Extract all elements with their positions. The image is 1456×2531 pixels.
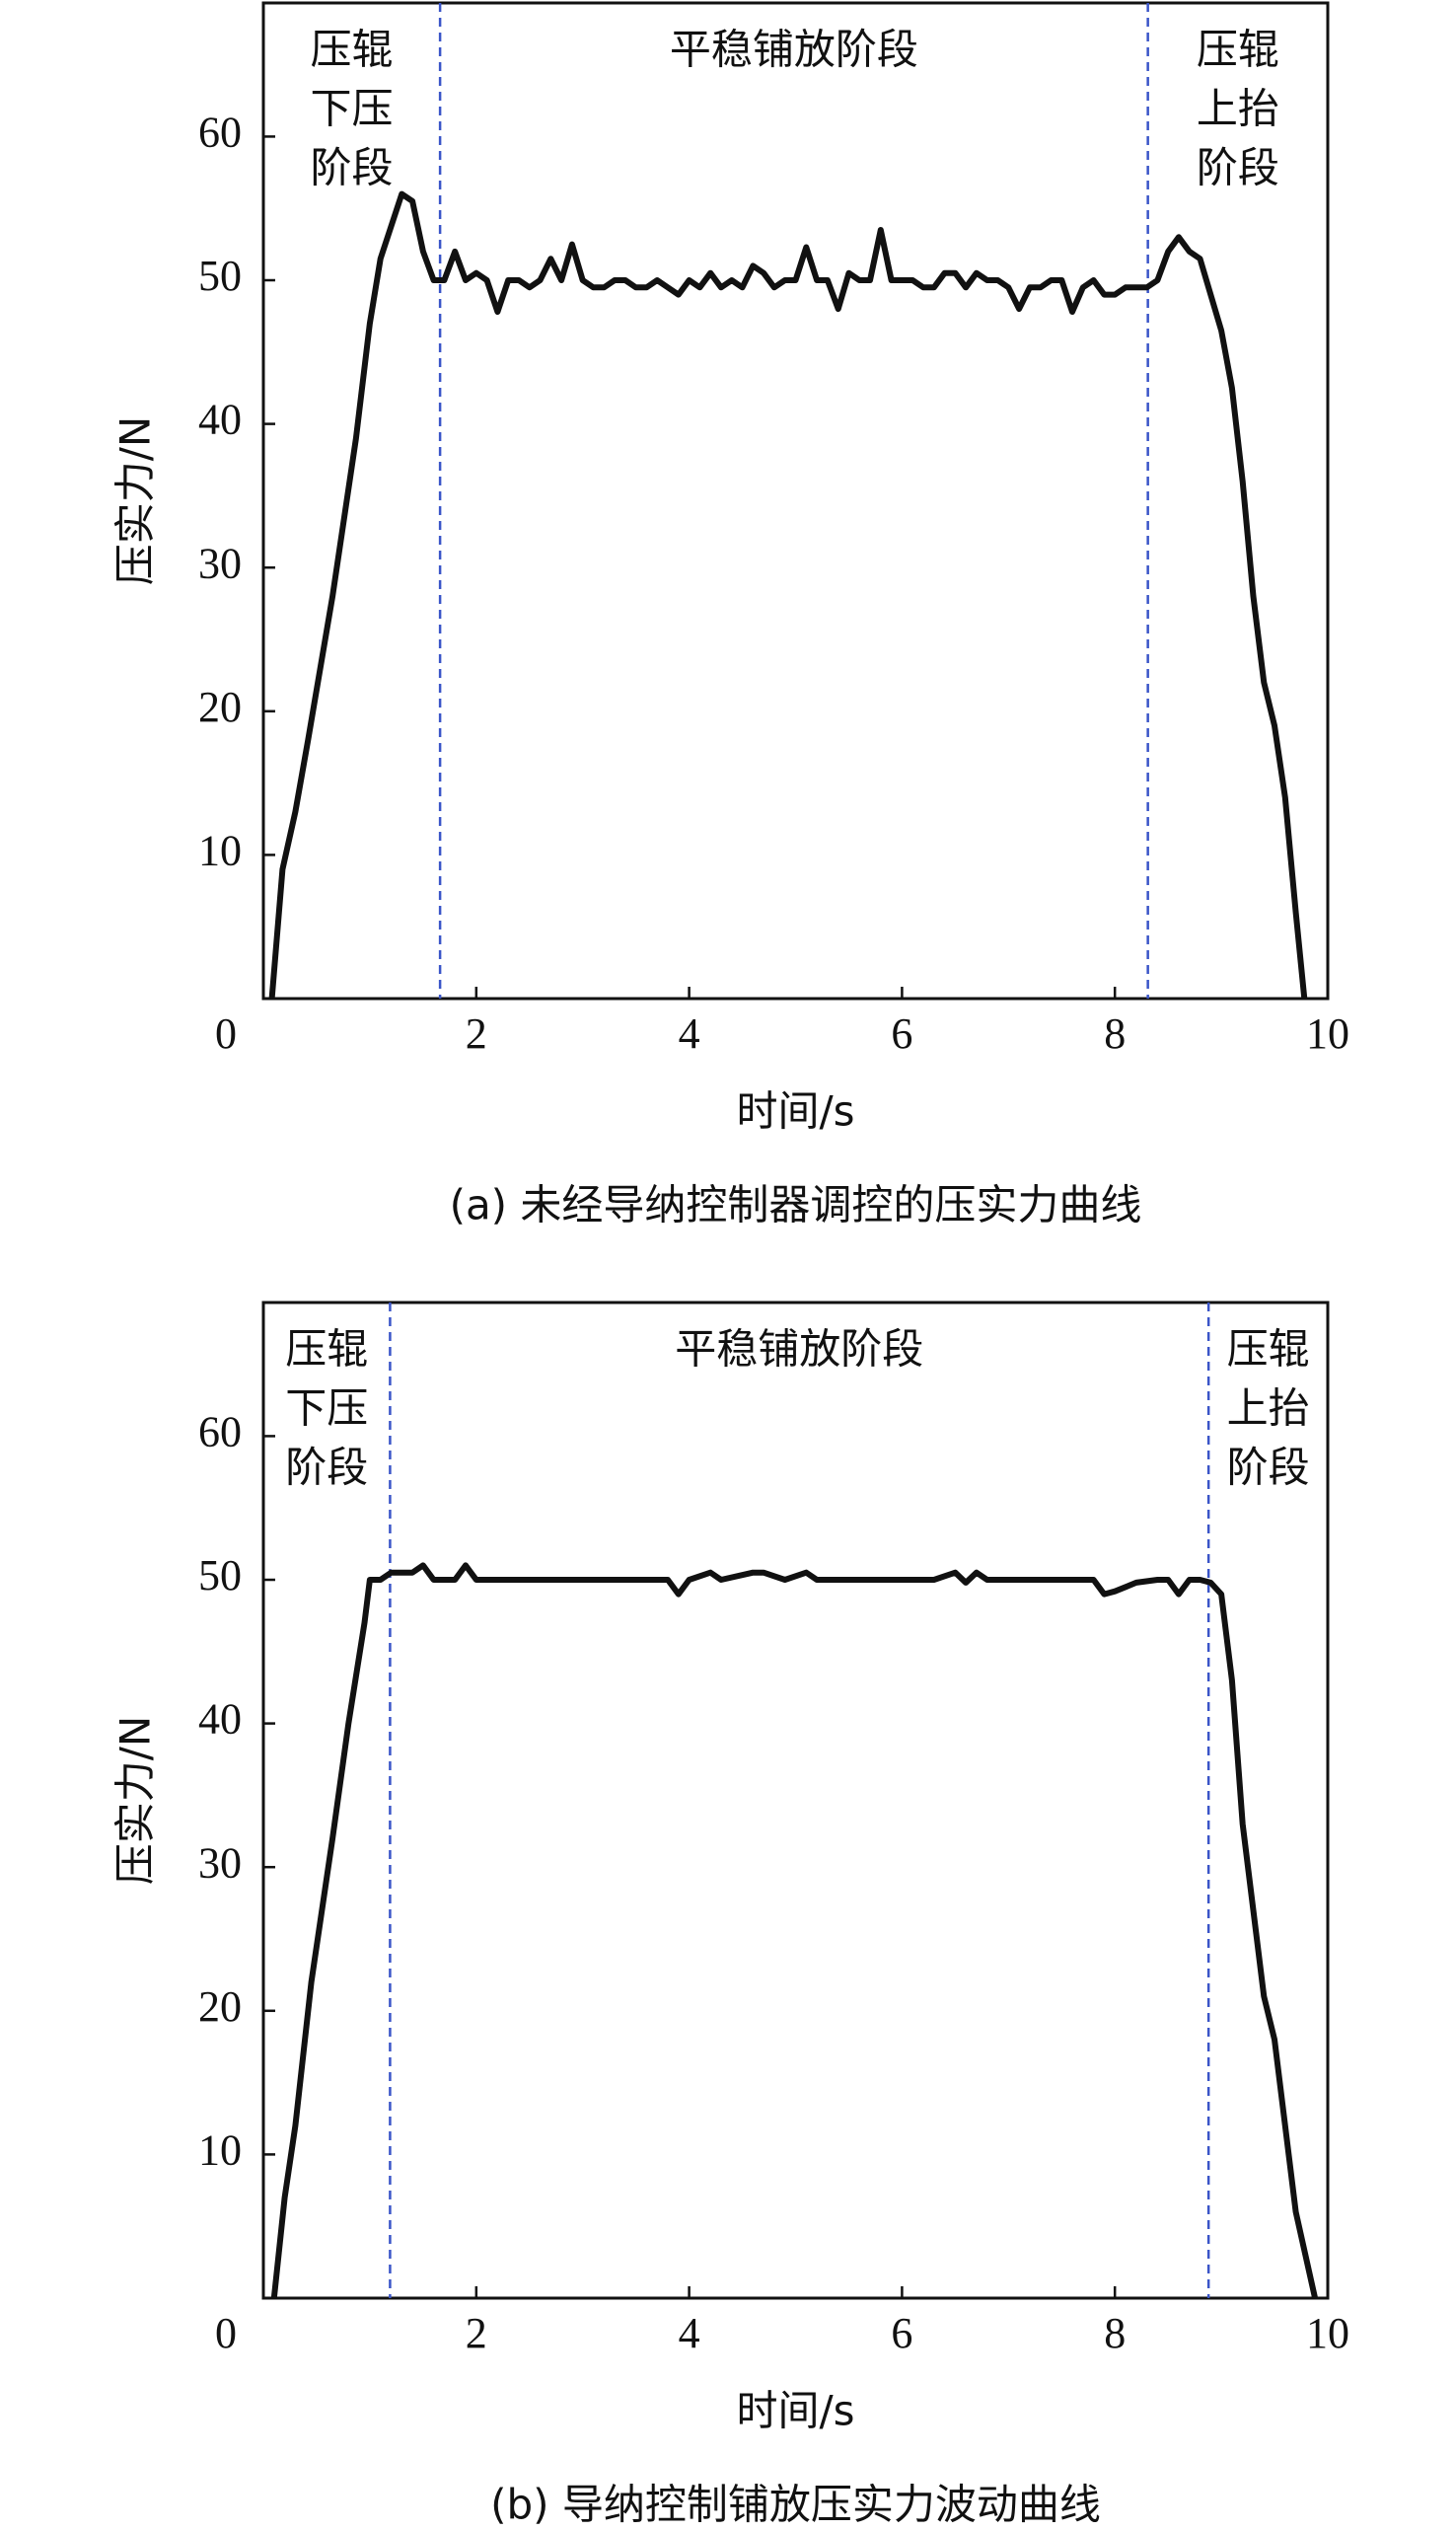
y-axis-label: 压实力/N [111,416,160,586]
x-tick-label: 4 [679,1009,700,1058]
y-tick-label: 20 [198,1982,242,2031]
phase-label: 压辊 [1197,26,1279,74]
phase-label: 阶段 [285,1444,368,1492]
y-tick-label: 50 [198,1551,242,1600]
y-tick-label: 20 [198,683,242,731]
phase-label: 平稳铺放阶段 [670,26,918,74]
phase-label: 上抬 [1197,85,1279,133]
phase-label: 压辊 [311,26,394,74]
x-tick-label: 6 [891,2309,912,2357]
x-tick-label: 0 [215,2309,237,2357]
y-tick-label: 10 [198,2125,242,2174]
x-tick-label: 8 [1104,2309,1126,2357]
y-tick-label: 10 [198,826,242,874]
x-tick-label: 8 [1104,1009,1126,1058]
y-tick-label: 60 [198,1408,242,1456]
phase-label: 下压 [285,1384,368,1433]
y-tick-label: 60 [198,109,242,157]
y-tick-label: 30 [198,539,242,587]
x-tick-label: 4 [679,2309,700,2357]
phase-label: 压辊 [285,1325,368,1374]
plot-frame [261,1301,1330,2300]
x-tick-label: 10 [1306,2309,1349,2357]
phase-label: 平稳铺放阶段 [675,1325,923,1374]
y-tick-label: 50 [198,252,242,300]
y-axis-label: 压实力/N [111,1716,160,1886]
y-tick-label: 40 [198,396,242,444]
force-line [268,190,1308,1000]
x-axis-label: 时间/s [736,1087,854,1136]
y-tick-label: 40 [198,1695,242,1744]
phase-label: 下压 [311,85,394,133]
y-tick-label: 30 [198,1838,242,1887]
x-tick-label: 2 [466,1009,487,1058]
x-tick-label: 0 [215,1009,237,1058]
plot-frame [261,1,1330,1001]
phase-label: 阶段 [311,144,394,192]
caption: (b) 导纳控制铺放压实力波动曲线 [490,2481,1101,2529]
phase-label: 阶段 [1227,1444,1310,1492]
x-tick-label: 10 [1306,1009,1349,1058]
x-axis-label: 时间/s [736,2387,854,2435]
caption: (a) 未经导纳控制器调控的压实力曲线 [450,1181,1142,1229]
phase-label: 压辊 [1227,1325,1310,1374]
phase-label: 上抬 [1227,1384,1310,1433]
x-tick-label: 2 [466,2309,487,2357]
force-line [270,1562,1319,2299]
phase-label: 阶段 [1197,144,1279,192]
x-tick-label: 6 [891,1009,912,1058]
